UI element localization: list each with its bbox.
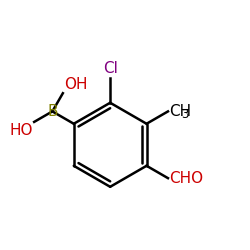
Text: CHO: CHO: [169, 171, 203, 186]
Text: Cl: Cl: [103, 60, 118, 76]
Text: 3: 3: [181, 108, 188, 121]
Text: CH: CH: [169, 104, 191, 119]
Text: B: B: [47, 104, 58, 119]
Text: OH: OH: [64, 77, 88, 92]
Text: HO: HO: [10, 123, 33, 138]
